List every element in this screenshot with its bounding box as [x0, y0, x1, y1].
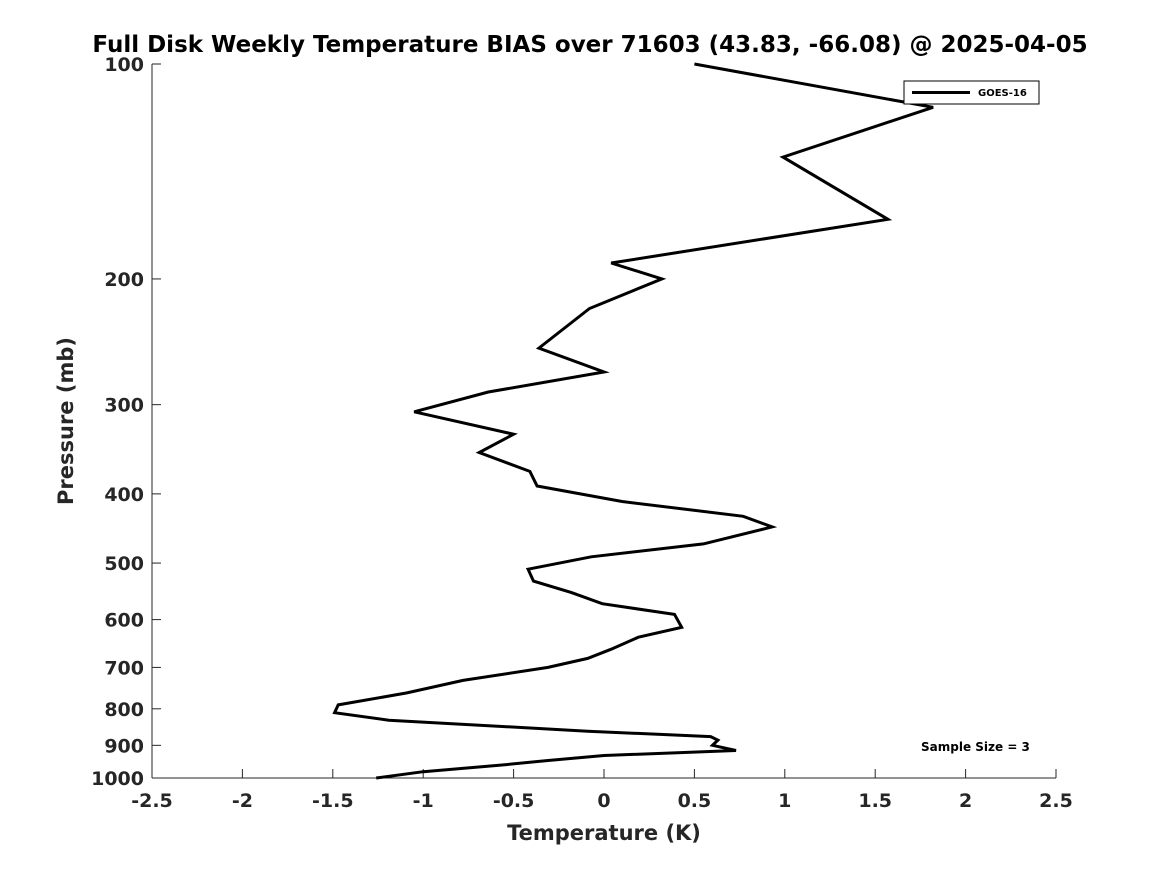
x-tick-label: 0 — [597, 790, 610, 812]
x-tick-label: 1.5 — [858, 790, 892, 812]
legend-box — [903, 80, 1040, 105]
y-tick-label: 1000 — [91, 768, 144, 790]
x-axis-label: Temperature (K) — [507, 821, 701, 845]
sample-size-annotation: Sample Size = 3 — [921, 740, 1030, 754]
series-layer — [332, 62, 934, 780]
y-tick-label: 600 — [104, 610, 144, 632]
y-tick-label: 500 — [104, 553, 144, 575]
chart-title: Full Disk Weekly Temperature BIAS over 7… — [92, 32, 1087, 58]
x-tick-label: -1 — [413, 790, 434, 812]
x-tick-label: -1.5 — [312, 790, 354, 812]
series-line-goes16 — [332, 62, 934, 780]
x-tick-label: -2.5 — [131, 790, 173, 812]
y-tick-label: 900 — [104, 735, 144, 757]
x-tick-label: 2.5 — [1039, 790, 1073, 812]
x-tick-label: 1 — [778, 790, 791, 812]
x-tick-label: 2 — [959, 790, 972, 812]
y-tick-label: 700 — [104, 657, 144, 679]
y-tick-label: 400 — [104, 484, 144, 506]
y-tick-label: 800 — [104, 699, 144, 721]
x-tick-label: -0.5 — [493, 790, 535, 812]
x-tick-label: 0.5 — [678, 790, 712, 812]
y-tick-label: 200 — [104, 269, 144, 291]
legend: GOES-16 — [903, 80, 1040, 105]
y-axis-label: Pressure (mb) — [54, 337, 78, 505]
y-tick-label: 100 — [104, 54, 144, 76]
plot-area — [152, 64, 1056, 778]
legend-label-goes16: GOES-16 — [978, 88, 1027, 99]
y-tick-label: 300 — [104, 395, 144, 417]
axes: -2.5 -2 -1.5 -1 -0.5 0 0.5 1 1.5 2 2.5 100 200 300 400… — [91, 54, 1073, 812]
x-tick-label: -2 — [232, 790, 253, 812]
